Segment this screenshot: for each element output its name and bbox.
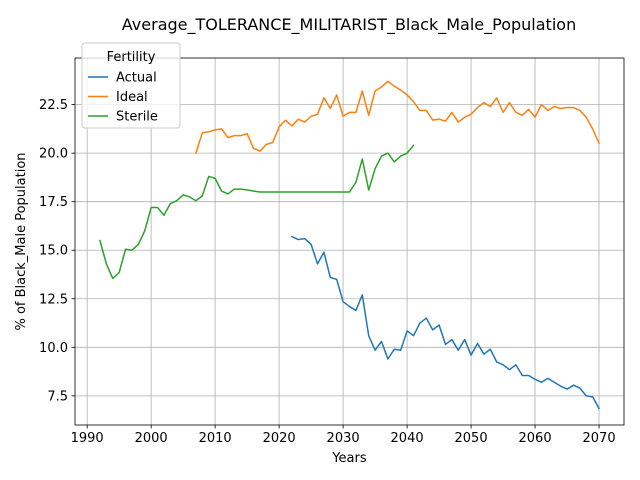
plot-frame — [74, 57, 625, 426]
y-tick-label: 22.5 — [39, 98, 68, 113]
axis-ticks: 1990 2000 2010 2020 2030 2040 2050 2060 2070 7.5 1… — [39, 98, 616, 446]
series-line-actual — [290, 235, 601, 410]
x-tick-label: 2060 — [519, 431, 552, 446]
legend-title: Fertility — [107, 50, 156, 65]
legend-label-actual: Actual — [116, 71, 157, 86]
x-tick-label: 2010 — [199, 431, 232, 446]
x-tick-label: 2030 — [327, 431, 360, 446]
series-line-sterile — [99, 144, 415, 280]
x-tick-label: 2070 — [583, 431, 616, 446]
y-axis-label: % of Black_Male Population — [14, 152, 29, 330]
y-tick-label: 17.5 — [39, 195, 68, 210]
grid-lines — [75, 58, 624, 425]
x-tick-label: 2050 — [455, 431, 488, 446]
series-line-ideal — [194, 80, 601, 155]
x-tick-label: 2040 — [391, 431, 424, 446]
series-lines — [99, 80, 601, 410]
y-tick-label: 7.5 — [47, 389, 68, 404]
legend: Fertility Actual Ideal Sterile — [81, 42, 181, 129]
x-tick-label: 2000 — [135, 431, 168, 446]
legend-box — [81, 42, 181, 129]
y-tick-label: 10.0 — [39, 341, 68, 356]
chart-title: Average_TOLERANCE_MILITARIST_Black_Male_… — [122, 15, 576, 35]
legend-label-sterile: Sterile — [116, 110, 158, 125]
legend-label-ideal: Ideal — [116, 90, 148, 105]
y-tick-label: 12.5 — [39, 292, 68, 307]
legend-entries: Actual Ideal Sterile — [88, 71, 158, 125]
y-tick-label: 15.0 — [39, 244, 68, 259]
x-tick-label: 1990 — [71, 431, 104, 446]
y-tick-label: 20.0 — [39, 147, 68, 162]
x-tick-label: 2020 — [263, 431, 296, 446]
x-axis-label: Years — [331, 451, 367, 466]
